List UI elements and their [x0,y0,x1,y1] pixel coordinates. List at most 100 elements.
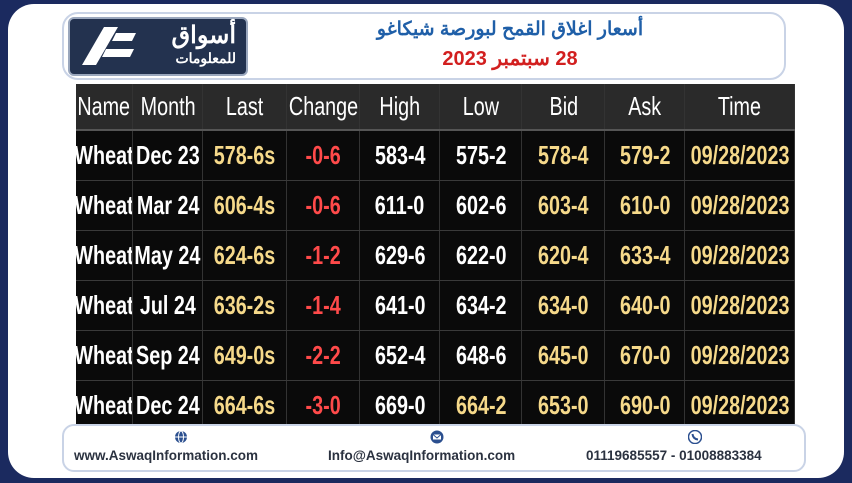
cell-text: Sep 24 [135,340,200,370]
cell-text: Name [77,91,131,121]
data-row: Wheat May 24 624-6s -1-2 629-6 622-0 620-4 633-… [76,231,796,281]
header-row: Name Month Last Change High Low Bid Ask Time [76,84,796,131]
table-cell: -0-6 [287,131,361,180]
cell-text: 641-0 [374,290,426,320]
title: أسعار اغلاق القمح لبورصة شيكاغو [376,19,644,40]
footer: www.AswaqInformation.com Info@AswaqInfor… [62,424,806,472]
cell-text: Month [140,91,196,121]
table-cell: 648-6 [440,331,523,380]
table-cell: 624-6s [203,231,288,280]
cell-text: 640-0 [619,290,671,320]
table-cell: 649-0s [203,331,288,380]
cell-text: -2-2 [305,340,341,370]
cell-text: Jul 24 [139,290,196,320]
cell-text: 629-6 [374,240,426,270]
table-cell: 641-0 [360,281,441,330]
price-table: Name Month Last Change High Low Bid Ask Time Whea… [76,84,796,431]
table-cell: -1-2 [287,231,361,280]
cell-text: Wheat [76,290,134,320]
web-icon [175,430,187,444]
table-cell: High [360,84,441,129]
cell-text: Time [718,91,762,121]
table-cell: May 24 [133,231,204,280]
table-cell: Dec 23 [133,131,204,180]
table-cell: 653-0 [522,381,606,430]
table-cell: Name [76,84,134,129]
cell-text: Change [288,91,359,121]
cell-text: 578-6s [214,140,276,170]
table-cell: -2-2 [287,331,361,380]
table-cell: 670-0 [605,331,686,380]
table-cell: Month [133,84,204,129]
table-cell: 602-6 [440,181,523,230]
cell-text: -3-0 [305,390,341,420]
table-cell: 579-2 [605,131,686,180]
cell-text: 634-2 [455,290,507,320]
table-cell: -1-4 [287,281,361,330]
table-cell: 634-0 [522,281,606,330]
cell-text: 653-0 [538,390,589,420]
cell-text: 09/28/2023 [690,290,790,320]
logo: أسواق للمعلومات [68,17,248,76]
table-cell: Sep 24 [133,331,204,380]
table-cell: Wheat [76,381,134,430]
data-row: Wheat Dec 23 578-6s -0-6 583-4 575-2 578-4 579-… [76,131,796,181]
table-cell: Wheat [76,231,134,280]
cell-text: Wheat [76,190,134,220]
cell-text: 670-0 [619,340,671,370]
cell-text: -0-6 [305,140,341,170]
table-cell: 583-4 [360,131,441,180]
cell-text: Dec 23 [135,140,200,170]
cell-text: Low [462,91,500,121]
table-cell: 640-0 [605,281,686,330]
cell-text: 636-2s [214,290,276,320]
cell-text: Ask [628,91,662,121]
logo-name: أسواق [171,22,236,49]
table-cell: 09/28/2023 [685,131,796,180]
cell-text: 602-6 [455,190,507,220]
cell-text: 620-4 [538,240,589,270]
cell-text: 669-0 [374,390,426,420]
table-cell: 629-6 [360,231,441,280]
table-cell: 606-4s [203,181,288,230]
table-cell: 664-2 [440,381,523,430]
cell-text: 09/28/2023 [690,190,790,220]
table-cell: Jul 24 [133,281,204,330]
cell-text: 603-4 [538,190,589,220]
data-row: Wheat Dec 24 664-6s -3-0 669-0 664-2 653-0 690-… [76,381,796,431]
table-cell: 578-6s [203,131,288,180]
table-cell: -0-6 [287,181,361,230]
table-cell: 634-2 [440,281,523,330]
table-cell: Wheat [76,131,134,180]
table-cell: 633-4 [605,231,686,280]
cell-text: 575-2 [455,140,507,170]
table-cell: 09/28/2023 [685,281,796,330]
table-cell: 575-2 [440,131,523,180]
cell-text: 09/28/2023 [690,140,790,170]
table-cell: 603-4 [522,181,606,230]
table-cell: 09/28/2023 [685,381,796,430]
mail-icon [430,430,444,444]
table-cell: 09/28/2023 [685,231,796,280]
cell-text: Dec 24 [135,390,200,420]
date: 28 سبتمبر 2023 [442,48,578,70]
cell-text: 09/28/2023 [690,340,790,370]
cell-text: Wheat [76,390,134,420]
cell-text: May 24 [134,240,201,270]
cell-text: 645-0 [538,340,589,370]
data-row: Wheat Mar 24 606-4s -0-6 611-0 602-6 603-4 610-… [76,181,796,231]
cell-text: 634-0 [538,290,589,320]
cell-text: 652-4 [374,340,426,370]
table-cell: 09/28/2023 [685,331,796,380]
cell-text: 610-0 [619,190,671,220]
data-row: Wheat Sep 24 649-0s -2-2 652-4 648-6 645-0 670-… [76,331,796,381]
table-cell: Dec 24 [133,381,204,430]
table-cell: 610-0 [605,181,686,230]
cell-text: 583-4 [374,140,426,170]
table-cell: Last [203,84,288,129]
table-cell: 09/28/2023 [685,181,796,230]
table-cell: Wheat [76,281,134,330]
cell-text: 611-0 [375,190,425,220]
table-cell: Bid [522,84,606,129]
